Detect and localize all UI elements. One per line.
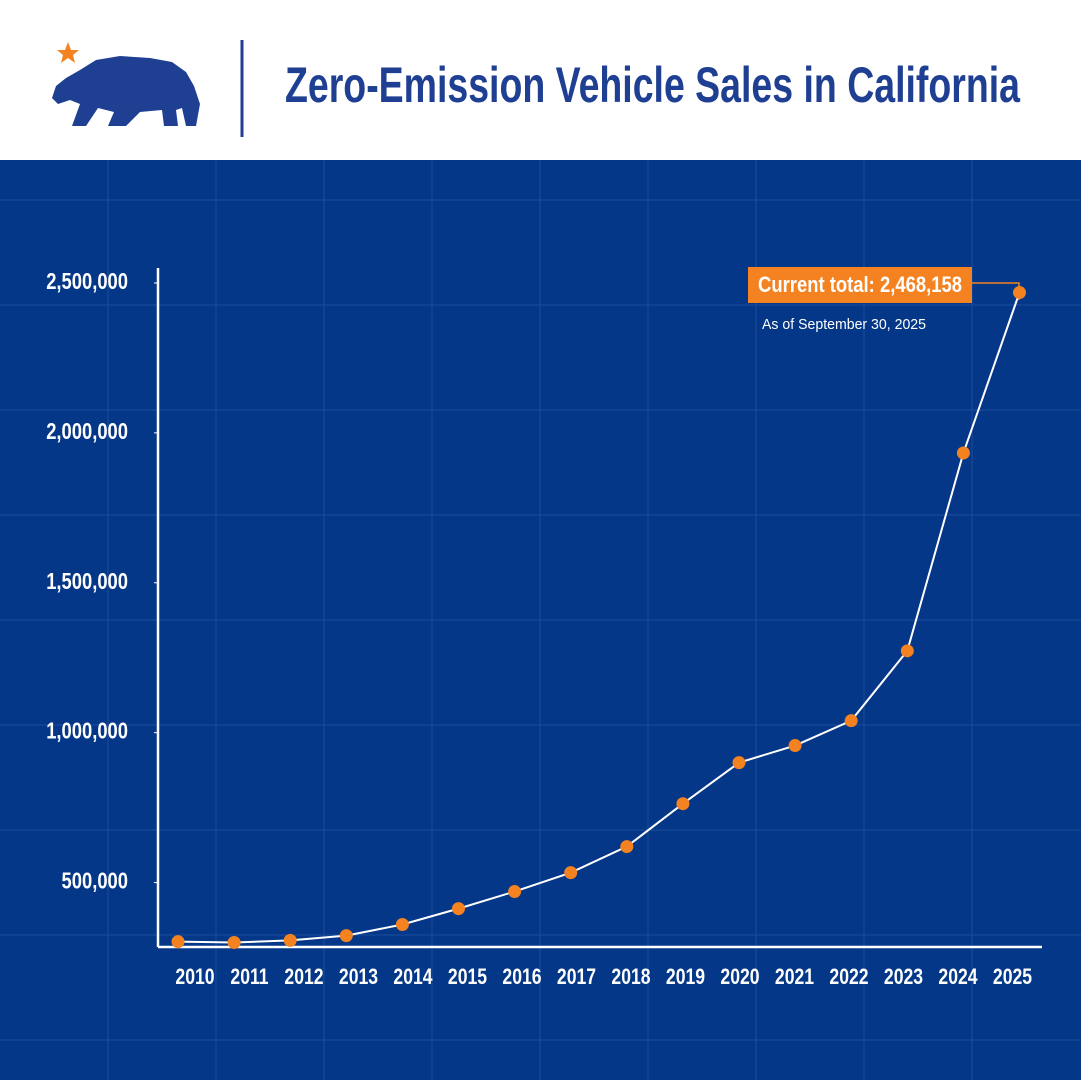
data-point: [844, 714, 858, 728]
logo: [52, 42, 200, 126]
y-tick-label: 500,000: [62, 869, 128, 894]
annotation-box: [748, 267, 972, 303]
x-tick-label: 2024: [938, 965, 977, 989]
data-point: [452, 902, 465, 916]
series-line: [177, 292, 1021, 944]
data-point: [564, 866, 578, 880]
x-tick-label: 2018: [611, 965, 650, 989]
data-point: [508, 885, 522, 899]
data-point: [395, 918, 409, 932]
x-tick-label: 2016: [502, 965, 541, 989]
data-point: [1013, 286, 1026, 300]
x-tick-label: 2012: [284, 965, 323, 989]
x-tick-label: 2021: [775, 965, 814, 989]
annotation: Current total: 2,468,158: [758, 272, 962, 297]
data-point: [339, 929, 353, 943]
x-tick-label: 2022: [829, 965, 868, 989]
data-point: [900, 644, 914, 658]
x-tick-label: 2020: [720, 965, 759, 989]
y-tick-label: 1,000,000: [46, 719, 128, 744]
x-tick-label: 2019: [666, 965, 705, 989]
data-point: [788, 739, 802, 753]
data-point: [620, 840, 634, 854]
data-point: [227, 936, 241, 950]
y-tick-label: 2,500,000: [46, 269, 128, 294]
x-tick-label: 2017: [557, 965, 596, 989]
x-tick-label: 2025: [993, 965, 1032, 989]
data-point: [283, 933, 297, 947]
data-point: [676, 797, 690, 811]
x-tick-label: 2013: [339, 965, 378, 989]
x-tick-label: 2011: [230, 965, 268, 989]
background-grid: [0, 160, 1081, 1080]
y-tick-label: 1,500,000: [46, 569, 128, 594]
x-tick-label: 2023: [884, 965, 923, 989]
y-tick-label: 2,000,000: [46, 419, 128, 444]
x-tick-label: 2015: [448, 965, 487, 989]
annotation-note: As of September 30, 2025: [762, 316, 926, 333]
x-tick-label: 2014: [393, 965, 432, 989]
data-point: [956, 446, 970, 460]
data-point: [732, 756, 746, 770]
data-point: [171, 935, 185, 949]
x-tick-label: 2010: [175, 965, 214, 989]
chart-title: Zero-Emission Vehicle Sales in Californi…: [285, 57, 1021, 113]
